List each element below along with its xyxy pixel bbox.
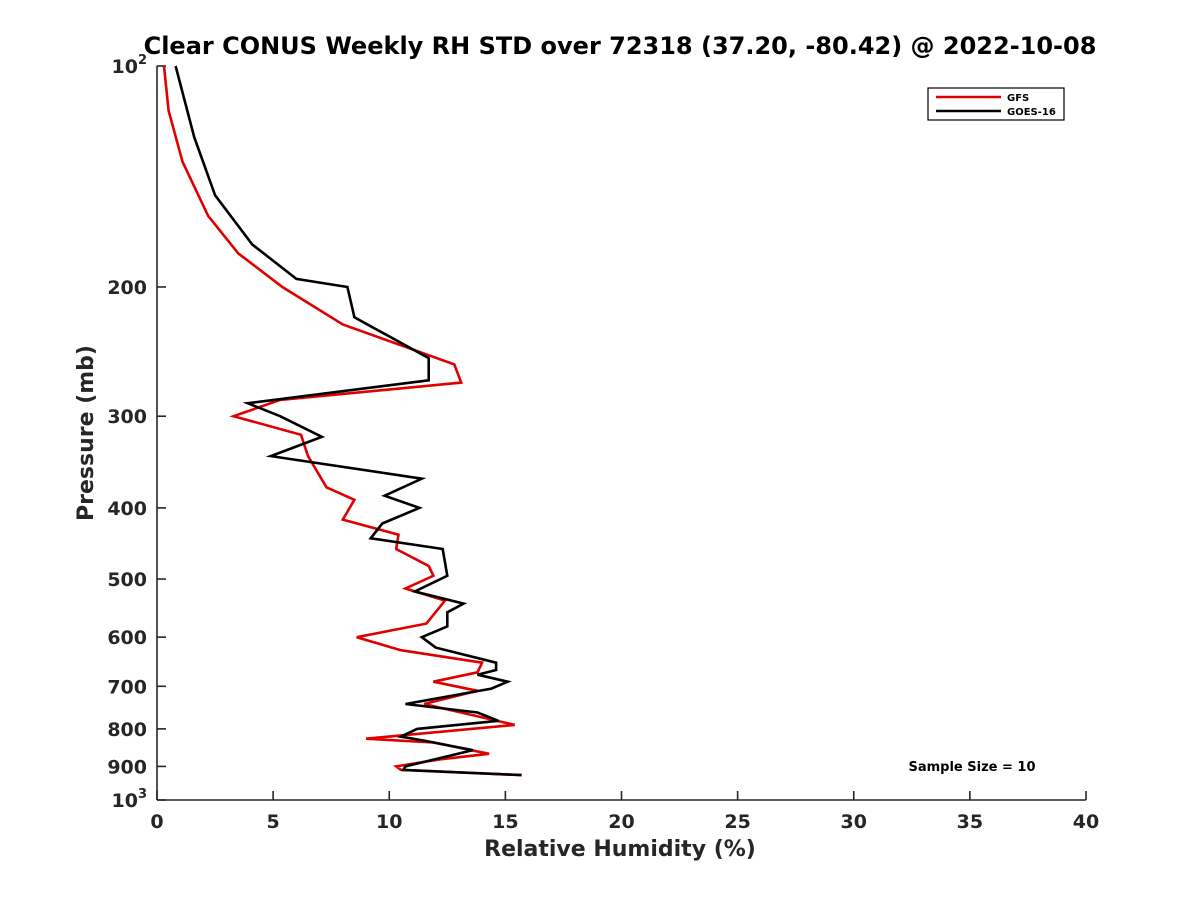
series-lines: [162, 65, 522, 777]
y-tick-label: 500: [107, 569, 147, 591]
x-tick-label: 0: [150, 811, 163, 833]
y-tick-exponent: 3: [138, 787, 147, 802]
x-tick-label: 35: [957, 811, 983, 833]
y-tick-label: 900: [107, 756, 147, 778]
plot-area: 0 5 10 15 20 25 30 35 40 10220030040050060070080…: [107, 53, 1099, 833]
x-tick-label: 30: [841, 811, 867, 833]
series-line-goes-16: [174, 65, 522, 777]
y-tick-label: 400: [107, 498, 147, 520]
y-tick-label: 300: [107, 406, 147, 428]
y-tick-exponent: 2: [138, 53, 147, 68]
x-tick-label: 25: [724, 811, 750, 833]
x-tick-label: 20: [608, 811, 634, 833]
x-tick-label: 40: [1073, 811, 1099, 833]
y-tick-label: 103: [112, 787, 148, 812]
x-tick-label: 10: [376, 811, 402, 833]
y-tick-label: 600: [107, 627, 147, 649]
x-tick-label: 5: [267, 811, 280, 833]
chart-title: Clear CONUS Weekly RH STD over 72318 (37…: [144, 32, 1097, 60]
legend-label-gfs: GFS: [1007, 93, 1029, 104]
y-tick-label: 102: [112, 53, 148, 78]
sample-size-annotation: Sample Size = 10: [908, 760, 1035, 775]
legend-box: [927, 87, 1065, 121]
y-tick-label: 200: [107, 277, 147, 299]
y-axis-label: Pressure (mb): [74, 345, 99, 521]
series-line-gfs: [162, 65, 522, 777]
y-tick-base: 10: [112, 56, 138, 78]
y-tick-base: 10: [112, 790, 138, 812]
x-tick-label: 15: [492, 811, 518, 833]
x-axis-label: Relative Humidity (%): [484, 837, 756, 862]
x-ticks: 0 5 10 15 20 25 30 35 40: [150, 791, 1099, 833]
legend-label-goes16: GOES-16: [1007, 107, 1056, 118]
y-tick-label: 800: [107, 719, 147, 741]
legend: GFS GOES-16: [927, 87, 1065, 121]
y-tick-label: 700: [107, 676, 147, 698]
